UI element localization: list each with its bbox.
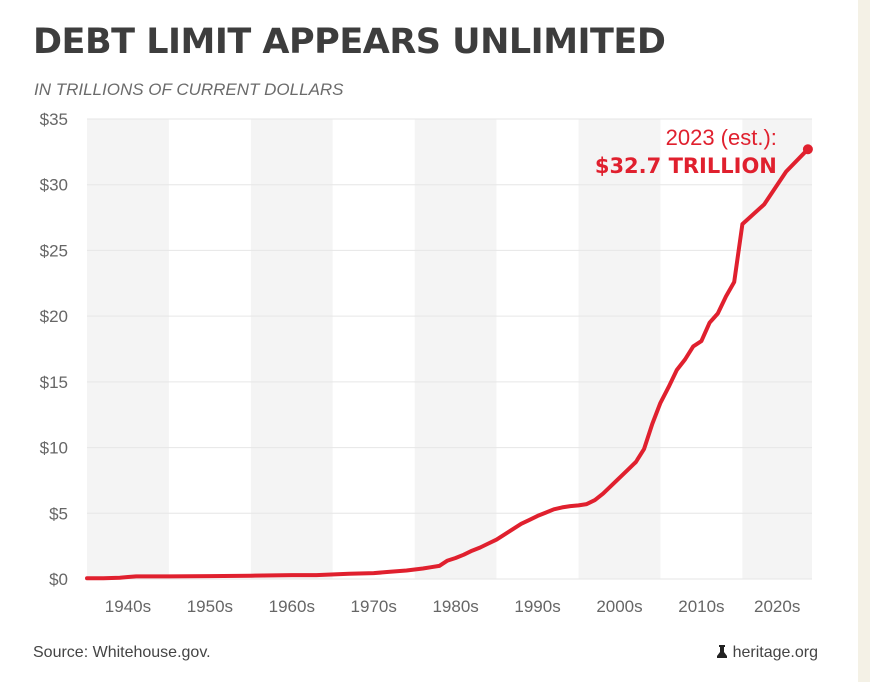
x-tick-label: 1970s xyxy=(351,597,397,616)
bell-icon xyxy=(716,645,727,658)
x-tick-label: 1960s xyxy=(269,597,315,616)
decade-band xyxy=(660,119,743,579)
decade-band xyxy=(414,119,497,579)
x-tick-label: 1950s xyxy=(187,597,233,616)
series-group xyxy=(85,144,813,581)
x-tick-label: 2020s xyxy=(754,597,800,616)
y-tick-label: $15 xyxy=(40,373,68,392)
y-tick-label: $25 xyxy=(40,241,68,260)
y-tick-label: $0 xyxy=(49,570,68,589)
x-axis-labels: 1940s 1950s 1960s 1970s 1980s 1990s 2000s 2010s… xyxy=(105,597,801,616)
chart-subtitle: IN TRILLIONS OF CURRENT DOLLARS xyxy=(34,80,344,99)
decade-bands xyxy=(87,119,812,579)
x-tick-label: 1940s xyxy=(105,597,151,616)
x-tick-label: 2010s xyxy=(678,597,724,616)
decade-band xyxy=(742,119,812,579)
annotation: 2023 (est.): $32.7 TRILLION xyxy=(595,125,777,178)
annotation-year: 2023 (est.): xyxy=(666,125,777,150)
endpoint-marker xyxy=(802,144,813,155)
source-note: Source: Whitehouse.gov. xyxy=(33,644,211,661)
gridlines xyxy=(87,118,812,580)
y-tick-label: $30 xyxy=(40,176,68,195)
decade-band xyxy=(87,119,169,579)
page-title: DEBT LIMIT APPEARS UNLIMITED xyxy=(33,22,666,62)
decade-band xyxy=(168,119,251,579)
decade-band xyxy=(496,119,579,579)
y-axis-labels: $0 $5 $10 $15 $20 $25 $30 $35 xyxy=(40,110,68,589)
decade-band xyxy=(578,119,661,579)
y-tick-label: $10 xyxy=(40,439,68,458)
x-tick-label: 1990s xyxy=(514,597,560,616)
credit-text: heritage.org xyxy=(732,644,818,661)
decade-band xyxy=(332,119,415,579)
credit-link[interactable]: heritage.org xyxy=(716,644,818,662)
y-tick-label: $5 xyxy=(49,504,68,523)
line-chart: $0$5$10$15$20$25$30$35 1940s 1950s 1960s 19… xyxy=(40,110,813,616)
x-tick-label: 1980s xyxy=(432,597,478,616)
debt-limit-line xyxy=(85,147,810,581)
y-tick-label: $20 xyxy=(40,307,68,326)
y-tick-label: $35 xyxy=(40,110,68,129)
decade-band xyxy=(250,119,333,579)
x-tick-label: 2000s xyxy=(596,597,642,616)
annotation-value: $32.7 TRILLION xyxy=(595,154,777,178)
